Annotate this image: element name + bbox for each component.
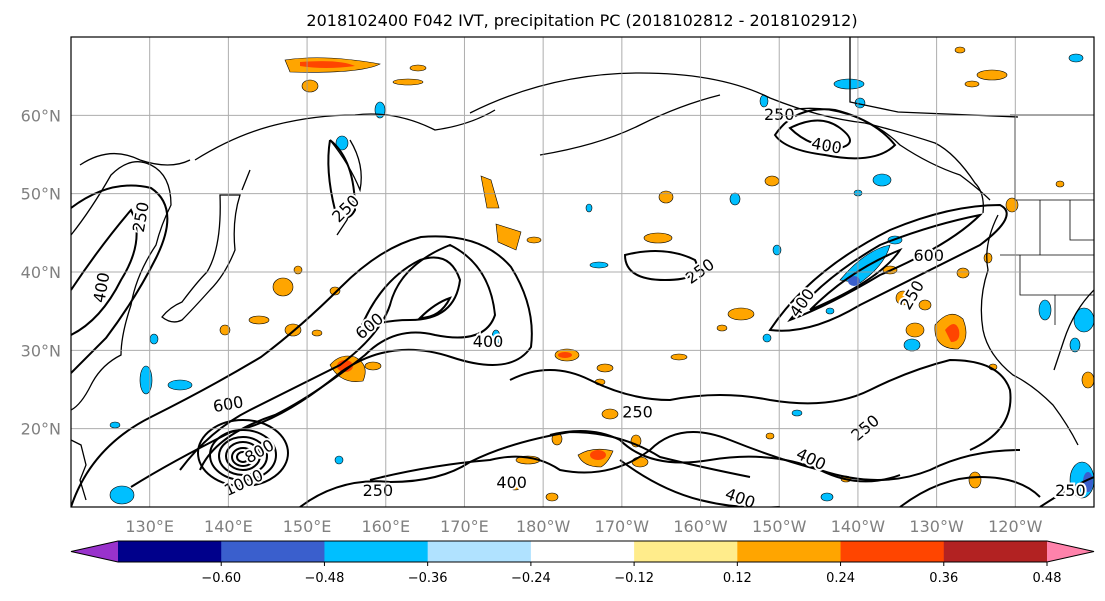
colorbar-segment — [324, 541, 429, 562]
colorbar: −0.60 −0.48 −0.36 −0.24 −0.12 0.12 0.24 0.36 0.4… — [70, 540, 1095, 586]
colorbar-segment — [427, 541, 532, 562]
colorbar-segment — [221, 541, 325, 562]
gridlines — [71, 37, 1094, 507]
figure-title: 2018102400 F042 IVT, precipitation PC (2… — [306, 11, 857, 30]
latitude-tick-label: 40°N — [21, 263, 61, 282]
contour-label: 600 — [913, 246, 944, 265]
longitude-tick-label: 160°E — [361, 517, 410, 536]
map-frame — [70, 36, 1095, 508]
colorbar-tick-label: 0.24 — [826, 571, 855, 586]
colorbar-tick-label: −0.12 — [614, 571, 654, 586]
longitude-tick-label: 140°W — [831, 517, 886, 536]
colorbar-tick-label: 0.48 — [1033, 571, 1062, 586]
colorbar-outline — [70, 540, 1095, 563]
colorbar-tick-label: 0.36 — [929, 571, 958, 586]
colorbar-segment — [530, 541, 635, 562]
latitude-tick-label: 30°N — [21, 341, 61, 360]
colorbar-tick-label: −0.60 — [201, 571, 241, 586]
latitude-tick-label: 20°N — [21, 420, 61, 439]
colorbar-tick-label: −0.24 — [511, 571, 551, 586]
longitude-tick-label: 180°W — [516, 517, 571, 536]
latitude-labels: 60°N 50°N 40°N 30°N 20°N — [21, 106, 61, 438]
longitude-tick-label: 150°W — [752, 517, 807, 536]
colorbar-tick-label: −0.48 — [305, 571, 345, 586]
latitude-tick-label: 50°N — [21, 185, 61, 204]
colorbar-segment — [634, 541, 738, 562]
longitude-tick-label: 170°W — [595, 517, 650, 536]
longitude-tick-label: 140°E — [204, 517, 253, 536]
colorbar-segment — [118, 541, 222, 562]
longitude-tick-label: 160°W — [673, 517, 728, 536]
colorbar-segment — [943, 541, 1048, 562]
contour-label: 400 — [473, 332, 504, 351]
contour-label: 250 — [622, 403, 653, 422]
contour-label: 250 — [363, 481, 394, 500]
colorbar-segment — [840, 541, 945, 562]
colorbar-tick-label: 0.12 — [723, 571, 752, 586]
colorbar-segment — [737, 541, 842, 562]
longitude-tick-label: 120°W — [988, 517, 1043, 536]
colorbar-tick-label: −0.36 — [408, 571, 448, 586]
longitude-tick-label: 130°W — [909, 517, 964, 536]
longitude-tick-label: 150°E — [283, 517, 332, 536]
contour-label: 400 — [496, 473, 527, 492]
contour-label: 250 — [1055, 481, 1086, 500]
precip-anomaly-shading — [109, 46, 1094, 505]
longitude-tick-label: 130°E — [125, 517, 174, 536]
colorbar-extend-max — [1047, 541, 1094, 562]
latitude-tick-label: 60°N — [21, 106, 61, 125]
longitude-tick-label: 170°E — [440, 517, 489, 536]
colorbar-extend-min — [71, 541, 118, 562]
longitude-labels: 130°E 140°E 150°E 160°E 170°E 180°W 170°W 160°W… — [125, 517, 1042, 536]
